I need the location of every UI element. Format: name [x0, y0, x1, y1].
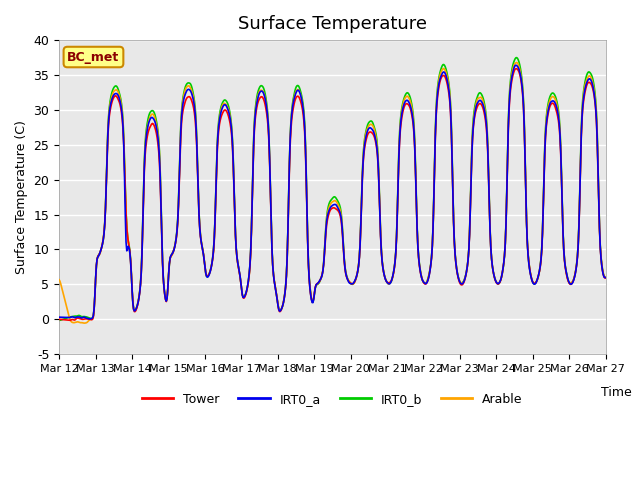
IRT0_b — [206, 270, 214, 276]
Line: Tower: Tower — [59, 69, 605, 320]
Tower — [66, 317, 74, 323]
Tower — [602, 275, 609, 281]
IRT0_a — [399, 103, 407, 109]
IRT0_b — [122, 185, 129, 191]
Arable — [207, 268, 214, 274]
Arable — [178, 112, 186, 118]
IRT0_b — [65, 314, 73, 320]
Y-axis label: Surface Temperature (C): Surface Temperature (C) — [15, 120, 28, 274]
IRT0_a — [512, 62, 520, 68]
IRT0_a — [415, 262, 423, 267]
IRT0_b — [55, 318, 63, 324]
IRT0_a — [65, 315, 73, 321]
Arable — [513, 60, 520, 65]
Tower — [55, 316, 63, 322]
Arable — [602, 274, 609, 280]
X-axis label: Time: Time — [601, 385, 632, 398]
IRT0_b — [415, 253, 422, 259]
Text: BC_met: BC_met — [67, 50, 120, 63]
Tower — [122, 211, 130, 217]
IRT0_a — [86, 316, 93, 322]
Tower — [207, 268, 214, 274]
IRT0_a — [602, 275, 609, 280]
Tower — [65, 317, 73, 323]
Arable — [415, 261, 423, 267]
IRT0_a — [55, 314, 63, 320]
Tower — [512, 66, 520, 72]
IRT0_b — [177, 124, 184, 130]
Legend: Tower, IRT0_a, IRT0_b, Arable: Tower, IRT0_a, IRT0_b, Arable — [137, 388, 528, 411]
IRT0_a — [178, 114, 186, 120]
Line: IRT0_b: IRT0_b — [59, 58, 605, 321]
IRT0_b — [602, 274, 609, 280]
IRT0_a — [122, 239, 130, 245]
Arable — [122, 209, 130, 215]
Tower — [415, 263, 423, 268]
Arable — [81, 320, 88, 326]
IRT0_b — [399, 101, 406, 107]
IRT0_a — [207, 268, 214, 274]
Tower — [399, 107, 407, 112]
Arable — [399, 100, 407, 106]
Arable — [65, 313, 73, 319]
Tower — [178, 120, 186, 126]
Title: Surface Temperature: Surface Temperature — [238, 15, 427, 33]
IRT0_b — [513, 55, 520, 60]
Arable — [55, 277, 63, 283]
Line: IRT0_a: IRT0_a — [59, 65, 605, 319]
Line: Arable: Arable — [59, 62, 605, 323]
